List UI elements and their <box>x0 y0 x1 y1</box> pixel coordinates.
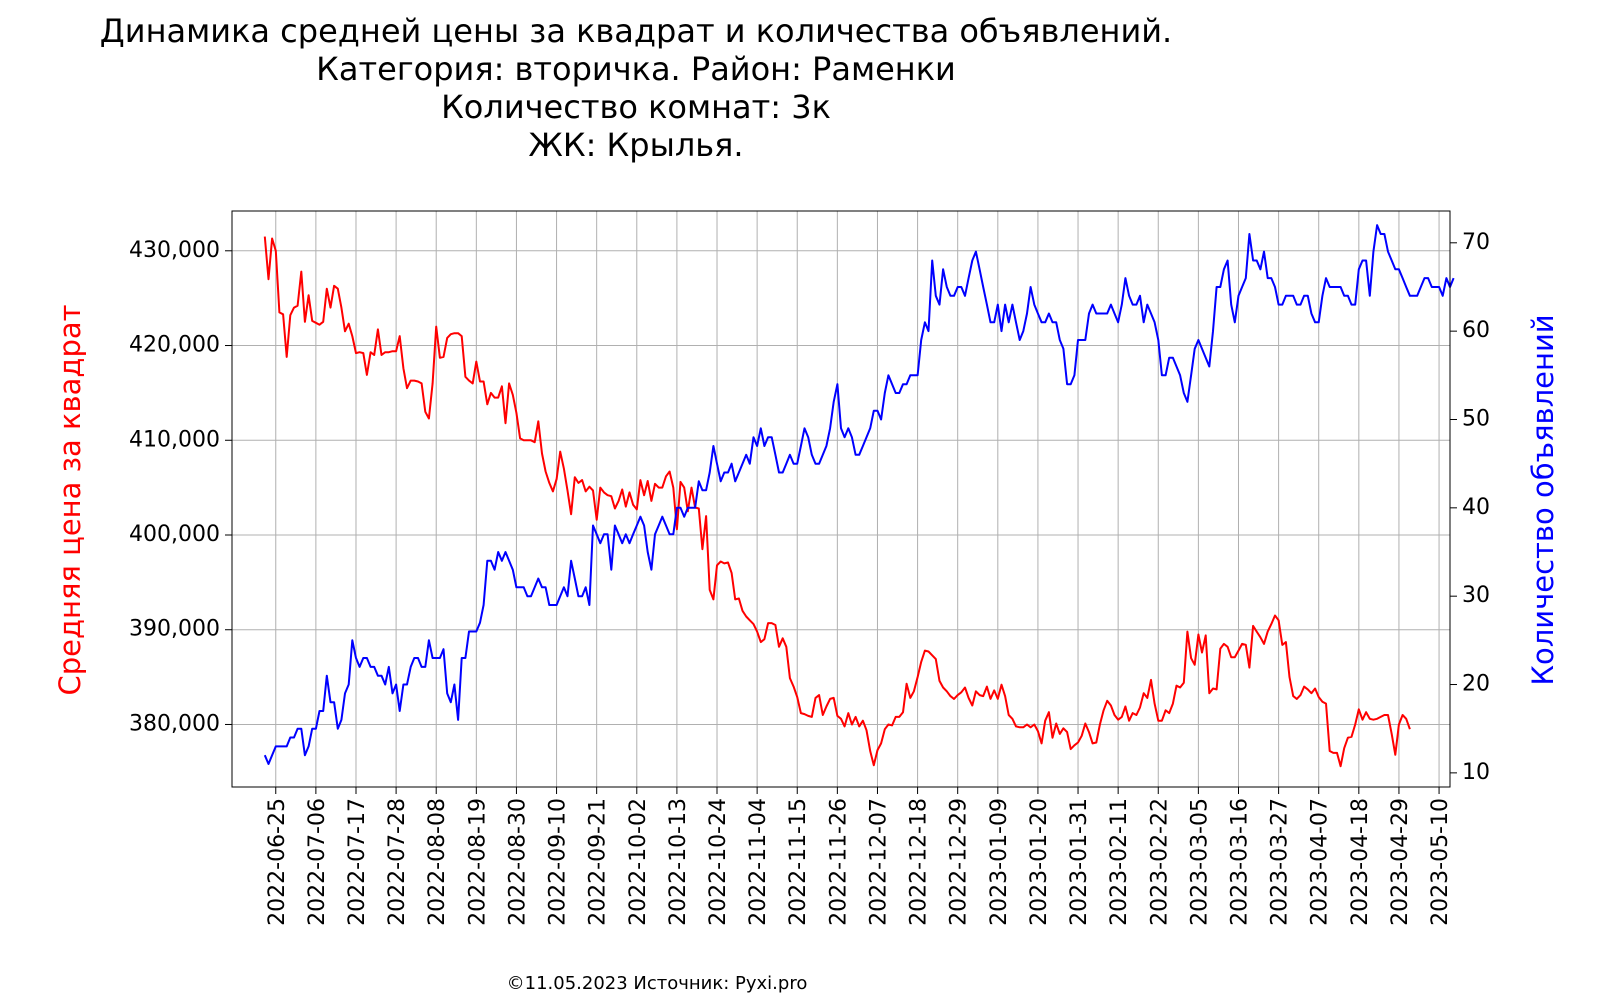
x-tick-label: 2023-03-05 <box>1187 798 1212 926</box>
x-tick-label: 2022-11-15 <box>786 798 811 926</box>
series-line-price <box>263 236 1411 768</box>
footer-source: ©11.05.2023 Источник: Pyxi.pro <box>507 973 808 994</box>
x-tick-label: 2023-03-27 <box>1268 798 1293 926</box>
chart-title-line: Категория: вторичка. Район: Раменки <box>316 50 956 88</box>
y-tick-label-right: 70 <box>1462 230 1490 255</box>
x-axis: 2022-06-25 2022-07-06 2022-07-17 2022-07-28… <box>265 787 1453 926</box>
x-tick-label: 2022-07-28 <box>385 798 410 926</box>
plot-frame <box>231 210 1451 788</box>
x-tick-label: 2023-01-09 <box>987 798 1012 926</box>
y-tick-label-right: 40 <box>1462 495 1490 520</box>
y-tick-label-left: 420,000 <box>129 333 220 358</box>
x-tick-label: 2022-11-26 <box>826 798 851 926</box>
y-tick-label-right: 10 <box>1462 760 1490 785</box>
x-tick-label: 2022-11-04 <box>746 798 771 926</box>
x-tick-label: 2022-10-13 <box>666 798 691 926</box>
x-tick-label: 2022-06-25 <box>265 798 290 926</box>
x-tick-label: 2022-07-06 <box>305 798 330 926</box>
x-tick-label: 2023-02-22 <box>1147 798 1172 926</box>
x-tick-label: 2023-01-31 <box>1067 798 1092 926</box>
y-axis-label-left: Средняя цена за квадрат <box>53 304 87 695</box>
x-tick-label: 2022-08-30 <box>505 798 530 926</box>
y-tick-label-right: 60 <box>1462 318 1490 343</box>
y-tick-label-right: 50 <box>1462 406 1490 431</box>
x-tick-label: 2022-08-19 <box>465 798 490 926</box>
x-tick-label: 2023-02-11 <box>1107 798 1132 926</box>
x-tick-label: 2022-12-29 <box>947 798 972 926</box>
x-tick-label: 2022-10-02 <box>626 798 651 926</box>
series-line-count <box>263 224 1455 765</box>
x-tick-label: 2022-09-21 <box>586 798 611 926</box>
x-tick-label: 2022-12-18 <box>907 798 932 926</box>
chart-title-line: Количество комнат: 3к <box>441 88 831 126</box>
y-tick-label-left: 430,000 <box>129 238 220 263</box>
x-tick-label: 2022-10-24 <box>706 798 731 926</box>
y-tick-label-left: 390,000 <box>129 617 220 642</box>
x-tick-label: 2023-04-29 <box>1388 798 1413 926</box>
left-y-axis: 380,000 390,000 400,000 410,000 420,000 430,0… <box>129 238 232 736</box>
x-tick-label: 2022-08-08 <box>425 798 450 926</box>
x-tick-label: 2022-09-10 <box>546 798 571 926</box>
y-tick-label-left: 400,000 <box>129 522 220 547</box>
x-tick-label: 2023-01-20 <box>1027 798 1052 926</box>
series-layer <box>263 224 1455 768</box>
y-tick-label-right: 30 <box>1462 583 1490 608</box>
x-tick-label: 2023-03-16 <box>1228 798 1253 926</box>
right-y-axis: 10 20 30 40 50 60 70 <box>1450 230 1490 785</box>
chart-title-line: Динамика средней цены за квадрат и колич… <box>100 12 1172 50</box>
x-tick-label: 2023-04-07 <box>1308 798 1333 926</box>
y-tick-label-left: 410,000 <box>129 427 220 452</box>
chart-title-line: ЖК: Крылья. <box>528 126 743 164</box>
y-tick-label-right: 20 <box>1462 672 1490 697</box>
x-tick-label: 2022-07-17 <box>345 798 370 926</box>
x-tick-label: 2023-04-18 <box>1348 798 1373 926</box>
y-axis-label-right: Количество объявлений <box>1526 314 1560 685</box>
x-tick-label: 2023-05-10 <box>1428 798 1453 926</box>
y-tick-label-left: 380,000 <box>129 711 220 736</box>
chart-title: Динамика средней цены за квадрат и колич… <box>100 12 1172 164</box>
x-tick-label: 2022-12-07 <box>867 798 892 926</box>
grid <box>232 211 1450 787</box>
